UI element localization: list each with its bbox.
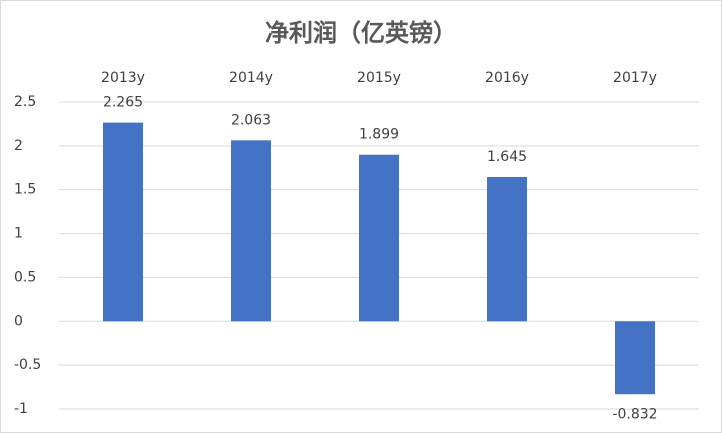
data-label: 1.899 [359, 127, 399, 143]
y-tick-label: 0 [14, 313, 23, 329]
data-label: 2.265 [103, 95, 143, 111]
x-tick-label: 2017y [613, 70, 657, 86]
y-tick-label: 2 [14, 138, 23, 154]
y-tick-label: 0.5 [14, 269, 36, 285]
data-label: 2.063 [231, 112, 271, 128]
y-tick-label: 2.5 [14, 94, 36, 110]
y-tick-label: 1 [14, 226, 23, 242]
x-tick-label: 2016y [485, 70, 529, 86]
bar [487, 176, 527, 322]
x-tick-label: 2015y [357, 70, 401, 86]
bar [359, 154, 399, 322]
bar [103, 122, 143, 322]
data-label: -0.832 [612, 406, 657, 422]
x-tick-label: 2014y [229, 70, 273, 86]
y-tick-label: -0.5 [14, 357, 41, 373]
y-tick-label: -1 [14, 401, 28, 417]
x-tick-label: 2013y [101, 70, 145, 86]
chart-title: 净利润（亿英镑） [265, 19, 457, 47]
bar [615, 321, 655, 395]
bar [231, 140, 271, 322]
y-tick-label: 1.5 [14, 182, 36, 198]
data-label: 1.645 [487, 149, 527, 165]
